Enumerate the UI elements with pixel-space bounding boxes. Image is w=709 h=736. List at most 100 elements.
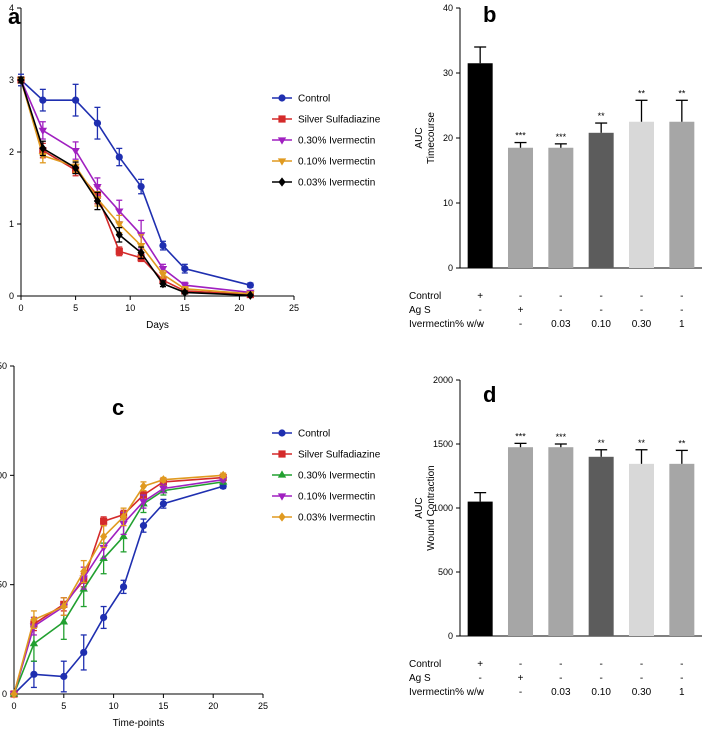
significance-label: ***	[556, 432, 567, 442]
x-axis-label: Time-points	[113, 718, 165, 729]
legend-entry: Silver Sulfadiazine	[298, 450, 381, 461]
x-tick-label: 10	[109, 701, 119, 711]
significance-label: **	[678, 88, 686, 98]
data-point	[39, 96, 47, 104]
bar	[628, 121, 655, 268]
panel-c: c 0510152025050100150Time-pointsPercent …	[0, 361, 381, 729]
data-point	[93, 196, 102, 206]
series-line	[13, 474, 224, 695]
table-cell: -	[599, 291, 602, 302]
data-point	[115, 221, 124, 229]
table-cell: 1	[679, 319, 685, 330]
y-tick-label: 30	[443, 68, 453, 78]
table-cell: -	[478, 305, 481, 316]
y-tick-label: 0	[448, 631, 453, 641]
series-line	[13, 476, 224, 695]
y-tick-label: 1500	[433, 439, 453, 449]
legend-marker	[278, 512, 286, 522]
legend-marker	[277, 470, 287, 478]
data-point	[119, 512, 128, 522]
data-point	[72, 163, 80, 173]
data-point	[10, 689, 18, 699]
x-tick-label: 20	[208, 701, 218, 711]
x-tick-label: 0	[11, 701, 16, 711]
legend-entry: 0.10% Ivermectin	[298, 492, 375, 503]
data-point	[139, 498, 148, 507]
data-point	[17, 75, 25, 85]
table-cell: -	[640, 659, 643, 670]
data-point	[100, 517, 108, 525]
significance-label: ***	[515, 431, 526, 441]
data-point	[139, 522, 148, 530]
table-cell: -	[519, 659, 522, 670]
series-line	[20, 79, 251, 297]
table-row-label: Control	[409, 291, 441, 302]
table-cell: -	[599, 305, 602, 316]
data-point	[93, 183, 102, 192]
x-tick-label: 15	[158, 701, 168, 711]
bar	[628, 463, 655, 636]
legend-marker	[277, 137, 287, 145]
legend-marker	[277, 493, 287, 501]
data-point	[119, 531, 128, 540]
legend-marker	[278, 94, 286, 102]
y-axis-label-line2: Timecourse	[426, 112, 437, 164]
data-point	[115, 153, 123, 161]
data-point	[159, 500, 167, 508]
panel-a: a 051015202501234DaysWound Area (cm2)Con…	[8, 3, 381, 331]
table-cell: -	[680, 291, 683, 302]
y-tick-label: 150	[0, 361, 7, 371]
significance-label: ***	[556, 132, 567, 142]
series-3	[16, 76, 255, 299]
x-tick-label: 15	[180, 303, 190, 313]
data-point	[115, 230, 123, 240]
table-cell: +	[477, 291, 483, 302]
table-cell: -	[478, 319, 481, 330]
data-point	[159, 279, 167, 289]
data-point	[158, 266, 168, 274]
table-cell: -	[519, 319, 522, 330]
table-cell: +	[477, 659, 483, 670]
x-axis-label: Days	[146, 320, 169, 331]
data-point	[115, 208, 124, 216]
table-cell: +	[518, 673, 524, 684]
table-row-label: Ag S	[409, 305, 431, 316]
x-tick-label: 25	[289, 303, 299, 313]
x-tick-label: 20	[234, 303, 244, 313]
legend-marker	[278, 429, 286, 437]
series-0	[10, 482, 227, 698]
legend-marker	[278, 450, 286, 458]
series-line	[20, 79, 251, 286]
table-cell: 0.30	[632, 687, 652, 698]
y-tick-label: 100	[0, 470, 7, 480]
y-axis-label-line2: Wound Contraction	[426, 465, 437, 550]
table-cell: 1	[679, 687, 685, 698]
x-tick-label: 5	[73, 303, 78, 313]
y-tick-label: 2	[9, 147, 14, 157]
bar	[548, 147, 574, 268]
legend-entry: Control	[298, 429, 330, 440]
series-line	[20, 79, 251, 294]
data-point	[181, 287, 189, 297]
table-cell: 0.10	[591, 319, 611, 330]
table-cell: -	[559, 673, 562, 684]
table-cell: -	[680, 305, 683, 316]
data-point	[159, 485, 168, 494]
data-point	[100, 531, 108, 542]
panel-b-label: b	[483, 2, 496, 27]
y-tick-label: 20	[443, 133, 453, 143]
series-2	[16, 76, 255, 297]
y-tick-label: 10	[443, 198, 453, 208]
significance-label: **	[638, 88, 646, 98]
table-cell: -	[640, 673, 643, 684]
panel-d-label: d	[483, 382, 496, 407]
legend-entry: Silver Sulfadiazine	[298, 115, 381, 126]
significance-label: ***	[515, 131, 526, 141]
bar	[588, 456, 614, 636]
y-tick-label: 1000	[433, 503, 453, 513]
data-point	[246, 290, 254, 300]
panel-d: d 0 500 1000 1500 2000 AUC Wound Contraction **…	[409, 375, 702, 698]
y-tick-label: 40	[443, 3, 453, 13]
data-point	[39, 143, 47, 153]
